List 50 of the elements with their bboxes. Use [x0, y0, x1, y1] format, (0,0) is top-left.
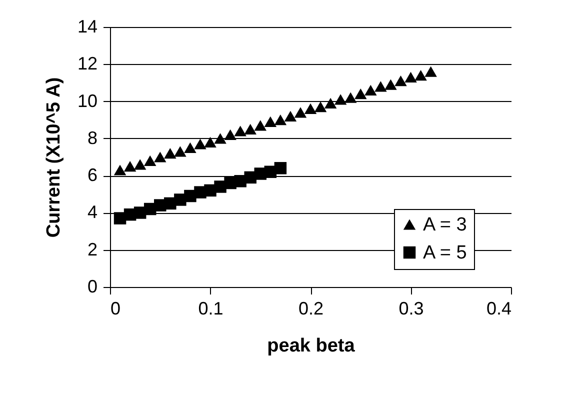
point — [114, 164, 126, 176]
point — [334, 94, 347, 105]
point — [144, 155, 156, 166]
y-tick-label: 2 — [87, 239, 98, 260]
point — [414, 70, 427, 81]
point — [124, 160, 136, 172]
point — [254, 120, 266, 131]
point — [174, 146, 186, 157]
point — [184, 142, 196, 154]
point — [274, 114, 287, 126]
point — [134, 159, 146, 170]
legend-label: A = 5 — [423, 242, 467, 264]
point — [394, 76, 407, 86]
y-tick-label: 14 — [77, 16, 98, 36]
point — [384, 79, 397, 90]
point — [314, 102, 327, 112]
point — [204, 136, 216, 148]
y-tick-label: 10 — [77, 90, 98, 111]
point — [274, 162, 287, 174]
point — [264, 116, 277, 128]
point — [364, 84, 377, 96]
y-tick-label: 6 — [87, 165, 98, 186]
point — [294, 107, 307, 118]
legend-label: A = 3 — [423, 214, 467, 236]
point — [224, 129, 236, 140]
x-axis-title: peak beta — [267, 336, 356, 356]
point — [154, 152, 166, 162]
point — [404, 72, 417, 82]
point — [324, 98, 337, 108]
x-tick-label: 0 — [110, 298, 121, 318]
y-tick-label: 12 — [77, 54, 98, 74]
point — [244, 124, 256, 134]
point — [354, 88, 367, 100]
point — [284, 110, 297, 122]
y-axis-title: Current (X10^5 A) — [43, 77, 64, 238]
x-tick-label: 0.1 — [198, 298, 224, 318]
point — [194, 138, 206, 150]
y-tick-label: 0 — [87, 276, 98, 296]
point — [164, 148, 176, 159]
x-tick-label: 0.3 — [398, 298, 424, 318]
x-tick-label: 0.2 — [298, 298, 324, 318]
point — [304, 103, 317, 114]
point — [424, 66, 437, 77]
y-tick-label: 4 — [87, 202, 98, 222]
x-tick-label: 0.4 — [486, 298, 512, 318]
point — [214, 133, 226, 144]
point — [234, 126, 246, 136]
y-tick-label: 8 — [87, 128, 98, 148]
point — [374, 81, 387, 92]
point — [344, 92, 357, 103]
